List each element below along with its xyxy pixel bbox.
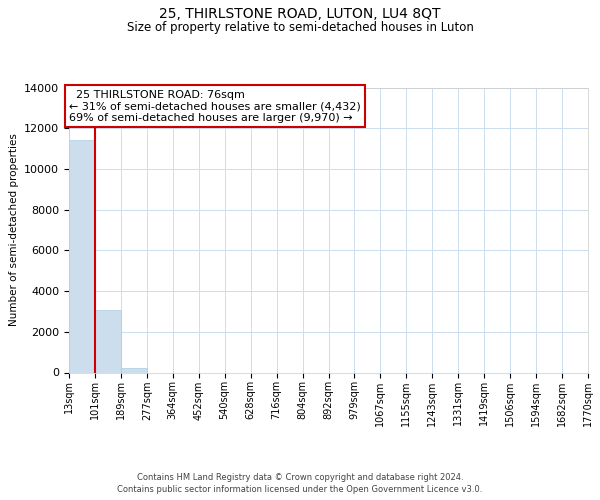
Bar <box>95 310 121 372</box>
Text: Contains HM Land Registry data © Crown copyright and database right 2024.: Contains HM Land Registry data © Crown c… <box>137 472 463 482</box>
Bar <box>69 140 95 372</box>
Bar <box>121 368 147 372</box>
Text: 25, THIRLSTONE ROAD, LUTON, LU4 8QT: 25, THIRLSTONE ROAD, LUTON, LU4 8QT <box>159 8 441 22</box>
Text: Size of property relative to semi-detached houses in Luton: Size of property relative to semi-detach… <box>127 21 473 34</box>
Text: Contains public sector information licensed under the Open Government Licence v3: Contains public sector information licen… <box>118 485 482 494</box>
Y-axis label: Number of semi-detached properties: Number of semi-detached properties <box>8 134 19 326</box>
Text: 25 THIRLSTONE ROAD: 76sqm
← 31% of semi-detached houses are smaller (4,432)
69% : 25 THIRLSTONE ROAD: 76sqm ← 31% of semi-… <box>69 90 361 122</box>
